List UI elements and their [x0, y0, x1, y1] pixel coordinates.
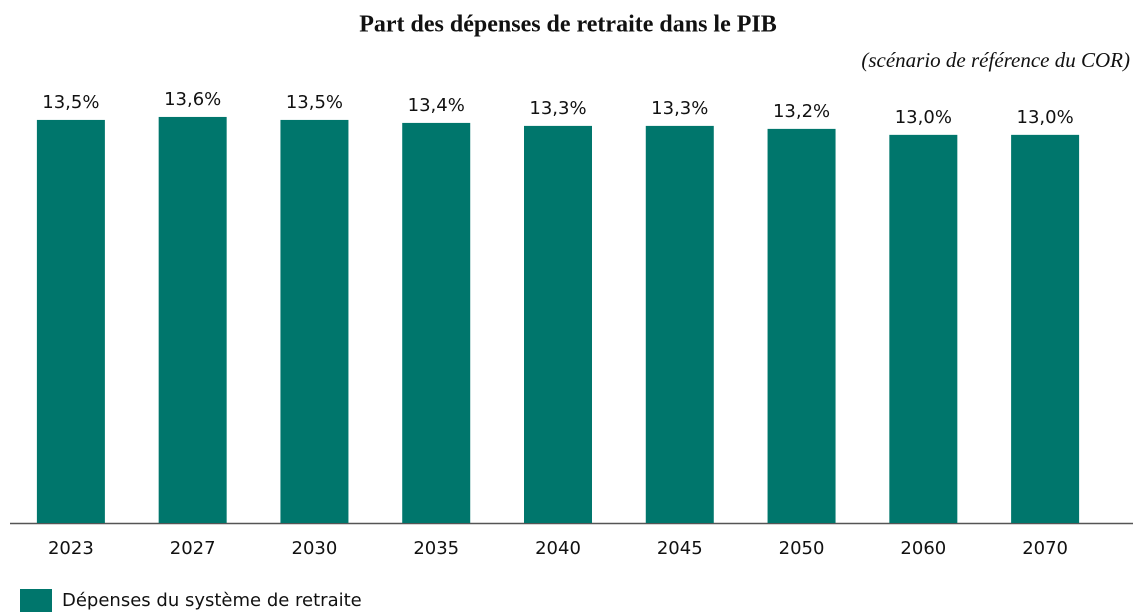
legend-swatch: [20, 589, 52, 612]
x-tick-label: 2027: [170, 538, 216, 559]
bar: [280, 119, 349, 523]
bar: [1011, 134, 1080, 523]
x-tick-label: 2030: [292, 538, 338, 559]
chart-subtitle: (scénario de référence du COR): [861, 48, 1130, 72]
bar: [767, 128, 836, 523]
x-tick-label: 2060: [900, 538, 946, 559]
bar: [645, 125, 714, 524]
value-label: 13,5%: [286, 92, 343, 113]
chart-title: Part des dépenses de retraite dans le PI…: [359, 12, 777, 38]
legend-label: Dépenses du système de retraite: [62, 590, 362, 611]
x-tick-label: 2040: [535, 538, 581, 559]
value-label: 13,0%: [895, 107, 952, 128]
value-label: 13,0%: [1017, 107, 1074, 128]
x-tick-label: 2070: [1022, 538, 1068, 559]
bar: [158, 116, 227, 523]
value-label: 13,6%: [164, 89, 221, 110]
bar: [524, 125, 592, 524]
x-tick-label: 2050: [779, 538, 825, 559]
bar: [36, 119, 105, 523]
value-label: 13,3%: [651, 98, 708, 119]
x-tick-label: 2023: [48, 538, 94, 559]
value-label: 13,5%: [42, 92, 99, 113]
x-tick-label: 2045: [657, 538, 703, 559]
bar: [889, 134, 958, 523]
value-label: 13,2%: [773, 101, 830, 122]
value-label: 13,3%: [529, 98, 586, 119]
bar: [402, 122, 471, 524]
x-tick-label: 2035: [413, 538, 459, 559]
value-label: 13,4%: [408, 95, 465, 116]
